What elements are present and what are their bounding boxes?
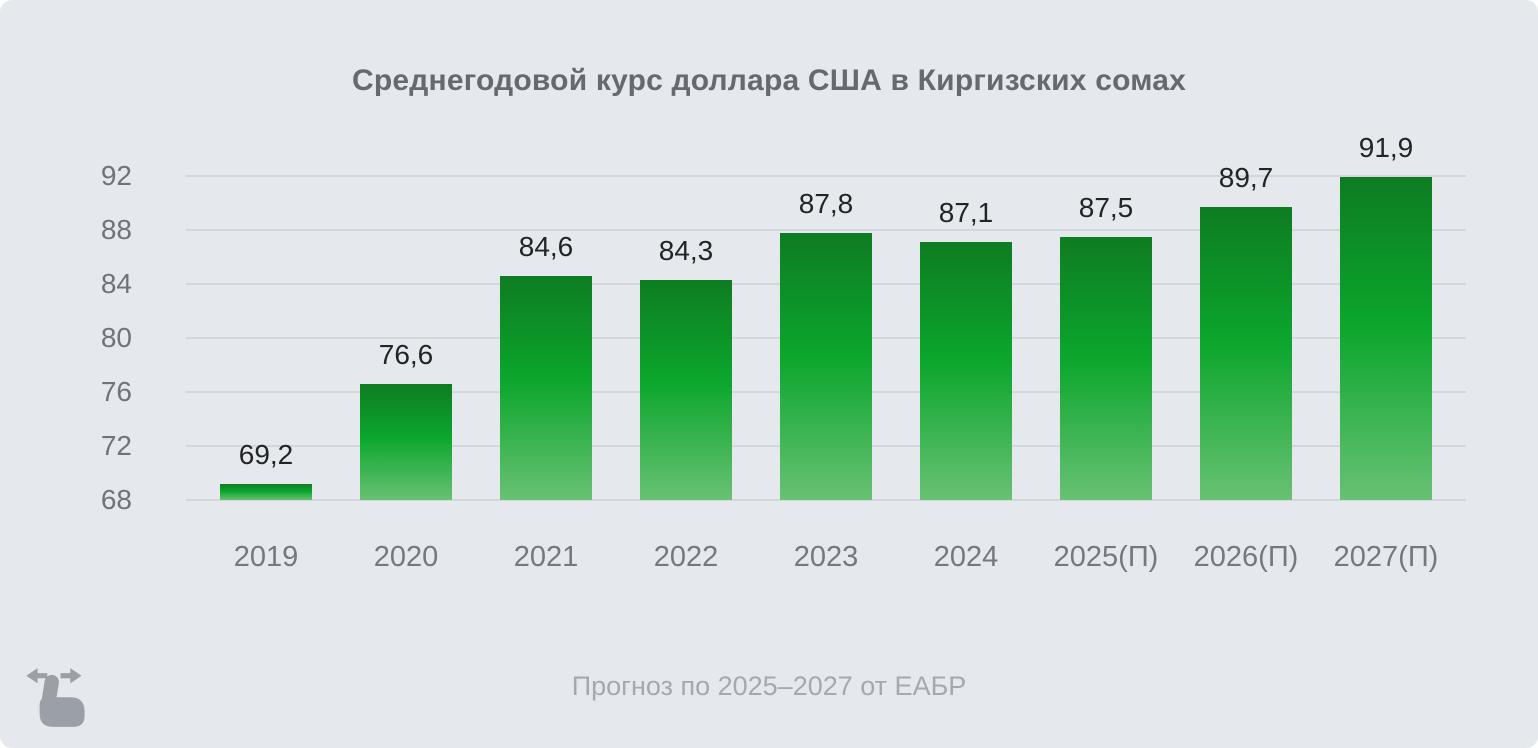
value-label-2024: 87,1 bbox=[938, 197, 994, 229]
bar-2020[interactable] bbox=[360, 383, 452, 500]
value-label-2019: 69,2 bbox=[238, 438, 294, 470]
x-axis-tick-label-2026(П): 2026(П) bbox=[1193, 541, 1299, 573]
arrow-left-icon bbox=[26, 668, 48, 684]
bar-2025(П)[interactable] bbox=[1060, 236, 1152, 500]
value-label-2023: 87,8 bbox=[798, 187, 854, 219]
bar-2021[interactable] bbox=[500, 275, 592, 500]
bar-2019[interactable] bbox=[220, 483, 312, 500]
value-label-2026(П): 89,7 bbox=[1218, 162, 1274, 194]
chart-title: Среднегодовой курс доллара США в Киргизс… bbox=[352, 64, 1186, 97]
x-axis-tick-label-2021: 2021 bbox=[513, 541, 579, 573]
value-label-2022: 84,3 bbox=[658, 234, 714, 266]
y-axis-tick-label: 68 bbox=[100, 484, 132, 515]
value-label-2020: 76,6 bbox=[378, 338, 434, 370]
value-label-2027(П): 91,9 bbox=[1358, 132, 1414, 164]
bar-2022[interactable] bbox=[640, 279, 732, 500]
y-axis-tick-label: 76 bbox=[100, 376, 132, 407]
x-axis-tick-label-2022: 2022 bbox=[653, 541, 719, 573]
x-axis-tick-label-2023: 2023 bbox=[793, 541, 859, 573]
y-axis-tick-label: 88 bbox=[100, 214, 132, 245]
bar-2024[interactable] bbox=[920, 242, 1012, 500]
arrow-right-icon bbox=[60, 668, 82, 684]
x-axis-tick-label-2024: 2024 bbox=[933, 541, 999, 573]
y-axis-tick-label: 72 bbox=[100, 430, 132, 461]
x-axis-tick-label-2025(П): 2025(П) bbox=[1053, 541, 1159, 573]
gridline-y-88 bbox=[186, 229, 1466, 231]
forecast-caption: Прогноз по 2025–2027 от ЕАБР bbox=[571, 671, 967, 701]
y-axis-tick-label: 80 bbox=[100, 322, 132, 353]
bar-2026(П)[interactable] bbox=[1200, 207, 1292, 500]
x-axis-tick-label-2019: 2019 bbox=[233, 541, 299, 573]
swipe-gesture-icon bbox=[26, 668, 85, 727]
x-axis-tick-label-2020: 2020 bbox=[373, 541, 439, 573]
y-axis-tick-label: 92 bbox=[100, 160, 132, 191]
gridline-y-68 bbox=[186, 499, 1466, 501]
bar-2027(П)[interactable] bbox=[1340, 177, 1432, 500]
x-axis-tick-label-2027(П): 2027(П) bbox=[1333, 541, 1439, 573]
bar-2023[interactable] bbox=[780, 232, 872, 500]
value-label-2021: 84,6 bbox=[518, 230, 574, 262]
value-label-2025(П): 87,5 bbox=[1078, 191, 1134, 223]
gridline-y-92 bbox=[186, 175, 1466, 177]
y-axis-tick-label: 84 bbox=[100, 268, 132, 299]
